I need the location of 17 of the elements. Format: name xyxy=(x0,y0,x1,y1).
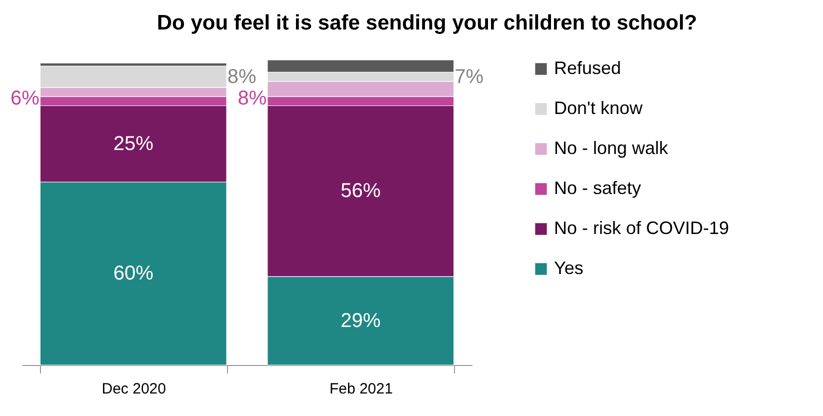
data-label: 25% xyxy=(113,132,154,155)
annotation: 6% xyxy=(10,88,40,110)
legend-label: No - safety xyxy=(554,178,642,198)
chart-title: Do you feel it is safe sending your children to school? xyxy=(156,12,698,35)
legend-label: Don't know xyxy=(554,98,644,118)
x-tick-label: Feb 2021 xyxy=(329,380,393,398)
data-label: 56% xyxy=(340,180,381,202)
annotation: 8% xyxy=(238,88,267,110)
legend-label: Refused xyxy=(554,58,622,78)
data-label: 60% xyxy=(113,262,154,284)
x-tick-label: Dec 2020 xyxy=(102,380,166,398)
data-label: 29% xyxy=(340,310,381,332)
annotation: 8% xyxy=(227,66,256,88)
legend-label: No - long walk xyxy=(554,138,670,158)
annotation: 7% xyxy=(454,66,484,88)
legend-label: Yes xyxy=(554,258,584,278)
legend-label: No - risk of COVID-19 xyxy=(554,218,730,238)
